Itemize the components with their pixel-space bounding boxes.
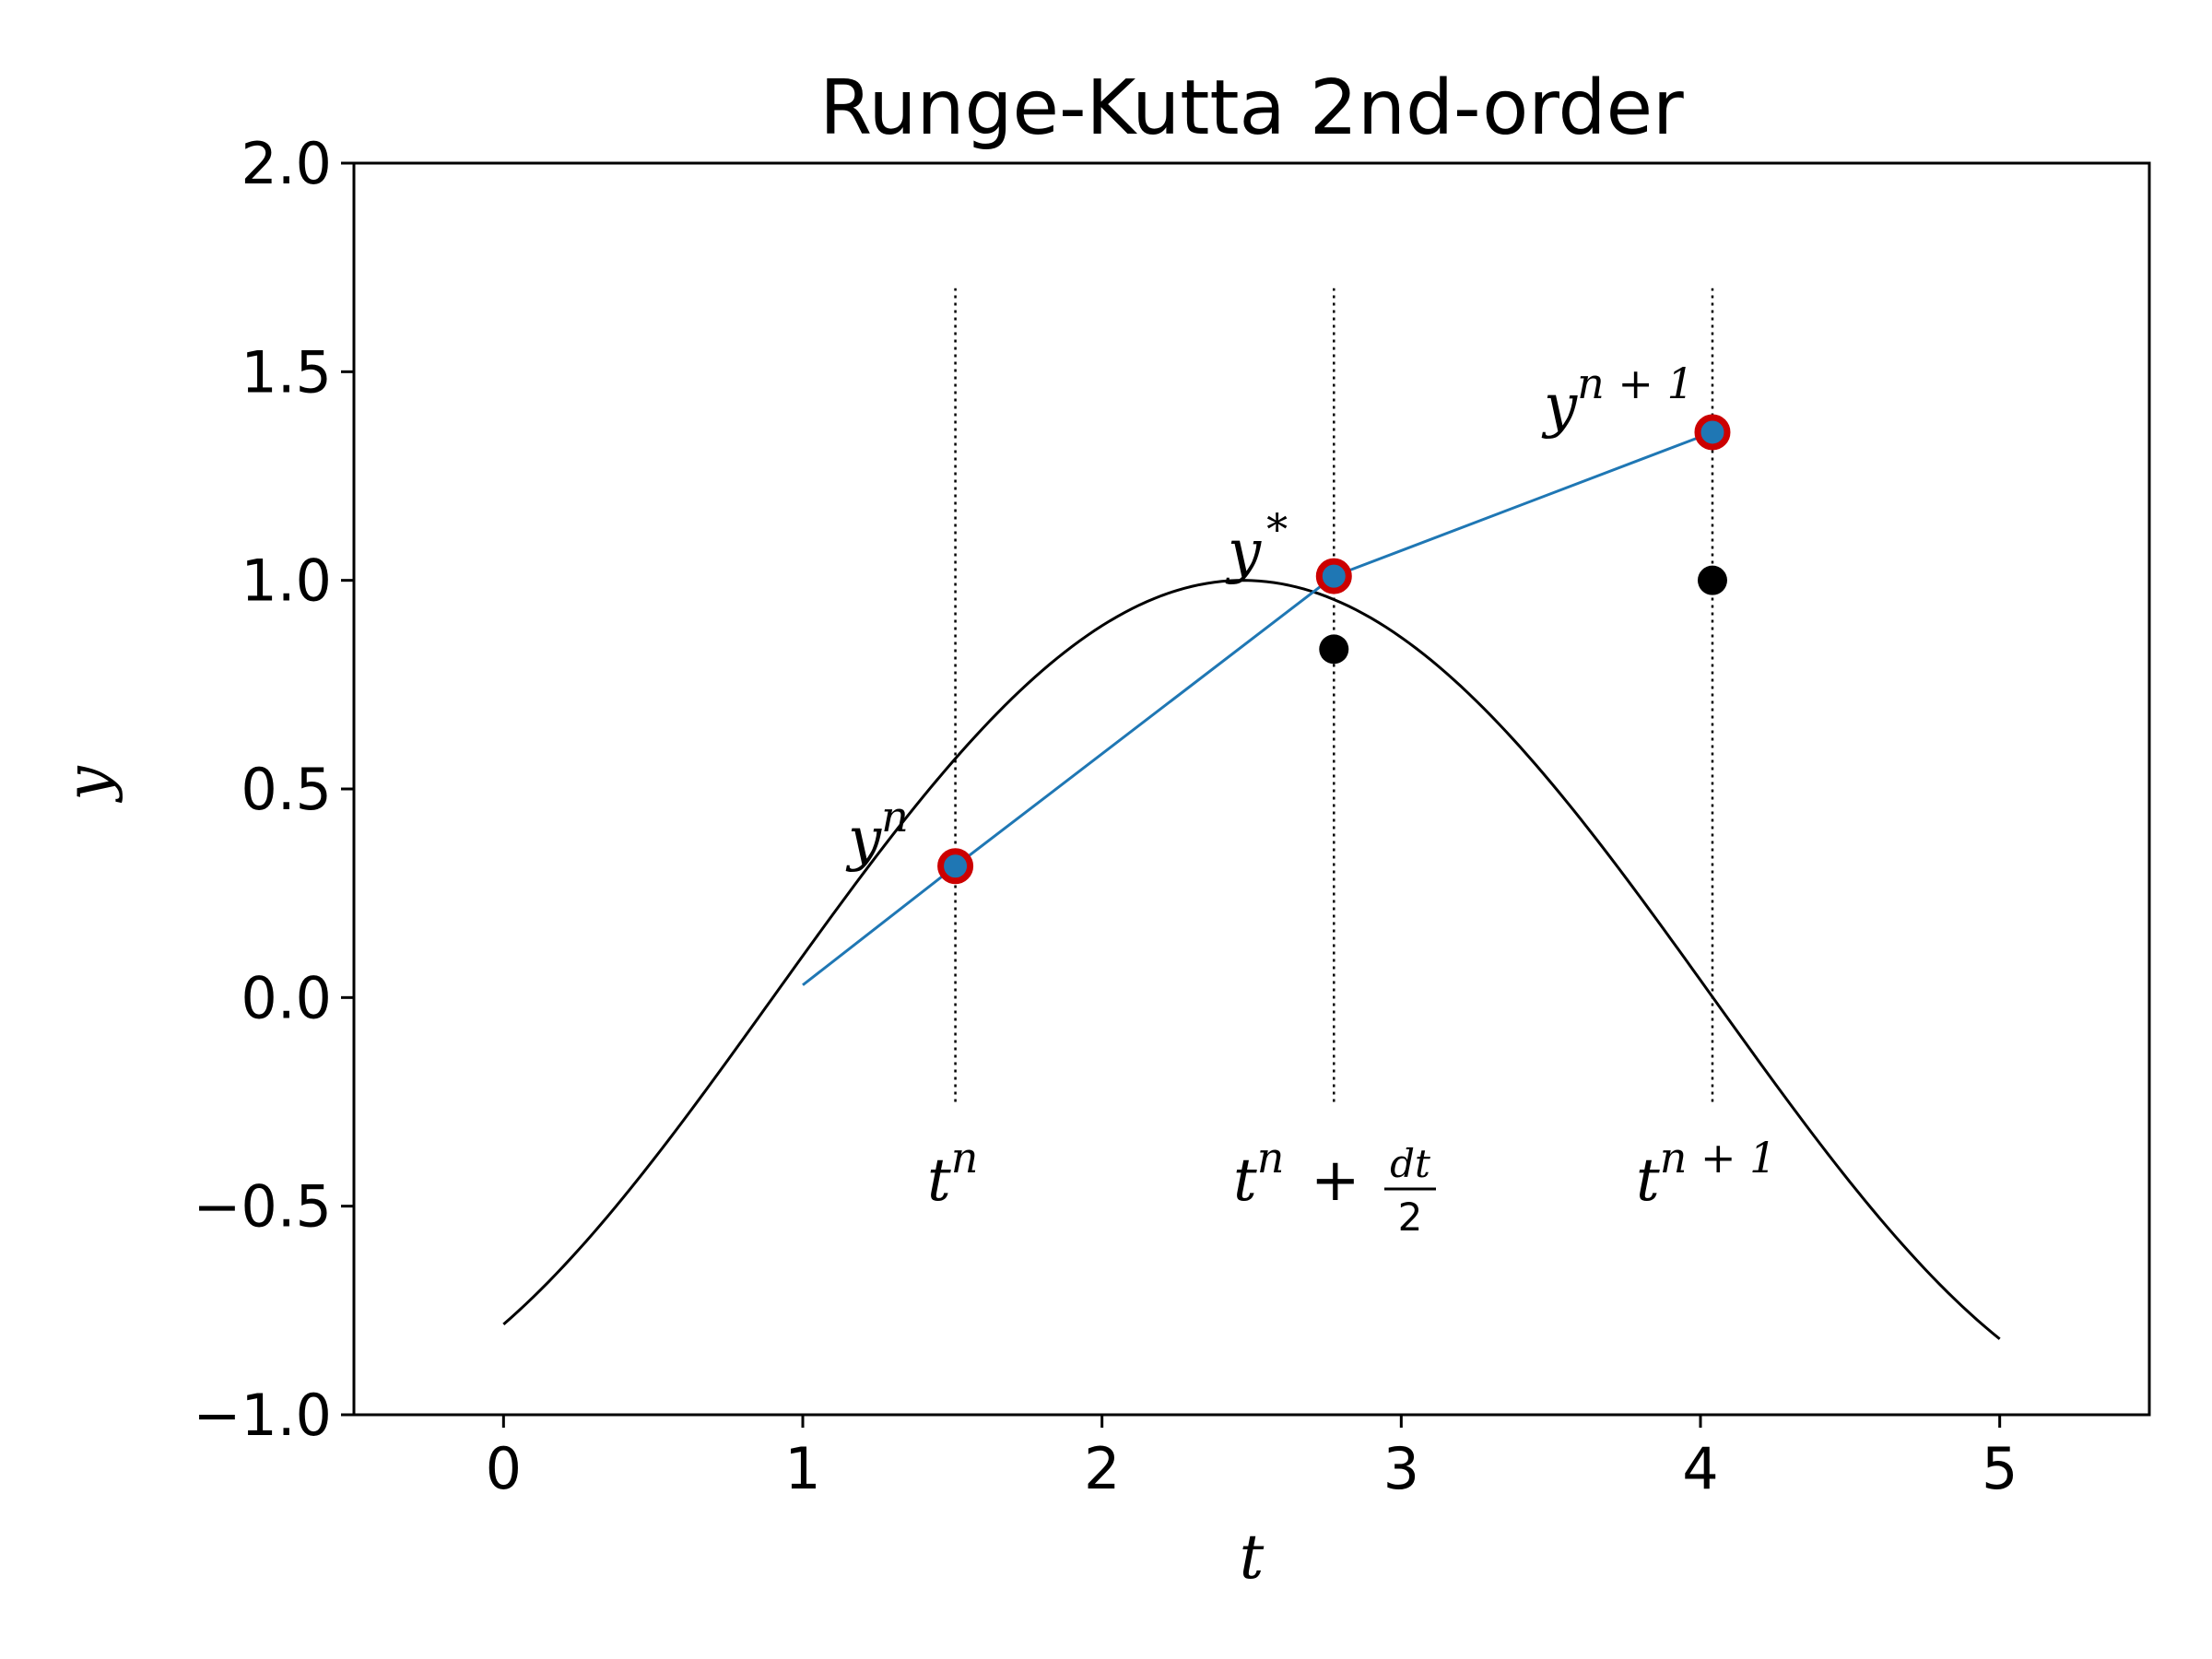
x-tick-label: 4 (1682, 1435, 1718, 1502)
x-tick-label: 3 (1383, 1435, 1419, 1502)
y-tick-label: 0.5 (241, 756, 332, 823)
y-tick-label: 1.0 (241, 547, 332, 615)
label-y-n-plus-1: yn + 1 (1541, 359, 1694, 441)
chart-title: Runge-Kutta 2nd-order (819, 65, 1684, 152)
label-t-n: tn (927, 1133, 978, 1215)
exact-point (1319, 634, 1349, 665)
y-tick-label: 0.0 (241, 964, 332, 1031)
y-tick-label: 2.0 (241, 130, 332, 197)
point-markers (937, 414, 1731, 885)
svg-text:2: 2 (1398, 1194, 1423, 1240)
y-tick-label: 1.5 (241, 338, 332, 406)
label-y-n: yn (845, 792, 909, 874)
x-tick-label: 0 (486, 1435, 522, 1502)
axes-frame (352, 161, 2151, 1417)
rk2-point (1315, 558, 1352, 594)
vertical-guide-lines (954, 288, 1714, 1102)
label-t-n-plus-1: tn + 1 (1636, 1133, 1776, 1215)
y-axis-ticks: −1.0 −0.5 0.0 0.5 1.0 1.5 2.0 (193, 130, 354, 1449)
y-tick-label: −0.5 (193, 1173, 332, 1241)
svg-text:tn: tn (1233, 1133, 1284, 1215)
label-t-half-step: tn + dt 2 (1233, 1133, 1436, 1240)
svg-text:dt: dt (1390, 1141, 1430, 1186)
plot-lines (502, 430, 2001, 1340)
y-axis-label: y (53, 766, 124, 804)
x-axis-ticks: 0 1 2 3 4 5 (486, 1415, 2018, 1502)
svg-text:+: + (1311, 1147, 1360, 1215)
x-tick-label: 2 (1084, 1435, 1120, 1502)
exact-solution-curve (502, 579, 2001, 1340)
rk2-point (937, 848, 974, 885)
exact-point (1697, 565, 1727, 595)
x-axis-label: t (1240, 1522, 1265, 1593)
rk2-point (1694, 414, 1731, 451)
x-tick-label: 5 (1982, 1435, 2018, 1502)
label-y-star: y * (1225, 504, 1288, 586)
rk2-step-line (802, 430, 1713, 986)
y-tick-label: −1.0 (193, 1382, 332, 1449)
x-tick-label: 1 (784, 1435, 820, 1502)
